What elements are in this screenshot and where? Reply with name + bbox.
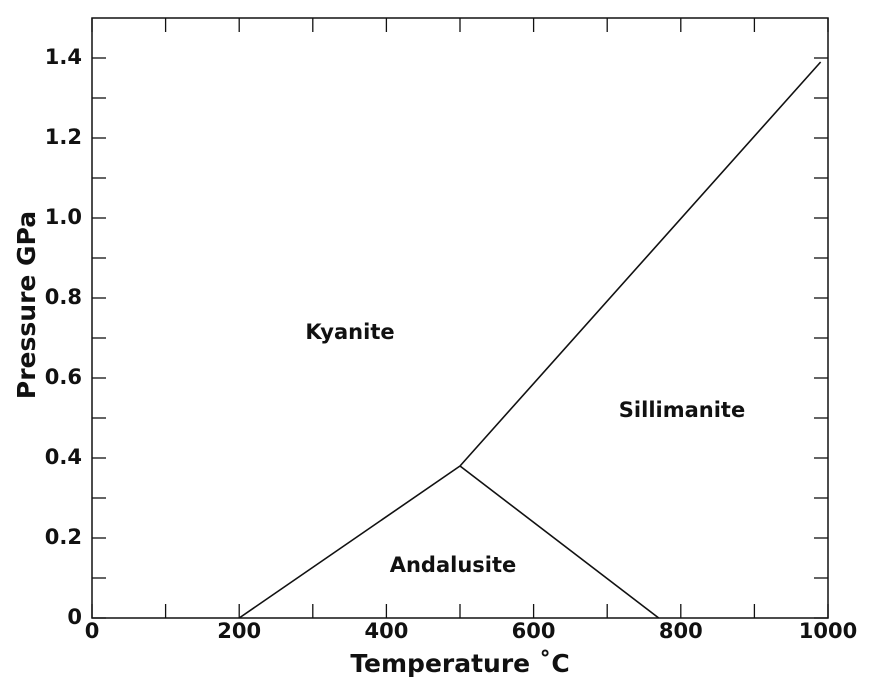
x-tick-label: 600 [512,619,556,643]
x-tick-label: 200 [217,619,261,643]
y-tick-label: 1.0 [45,205,82,229]
y-tick-label: 0.4 [45,445,82,469]
y-tick-label: 0.2 [45,525,82,549]
y-tick-label: 1.4 [45,45,82,69]
x-axis-title: Temperature ˚C [350,649,569,678]
y-tick-label: 1.2 [45,125,82,149]
x-tick-label: 1000 [799,619,857,643]
phase-boundary [238,465,461,619]
phase-boundary [459,465,660,619]
plot-frame [91,17,829,619]
y-tick-label: 0.6 [45,365,82,389]
x-tick-label: 0 [85,619,100,643]
x-tick-label: 800 [659,619,703,643]
y-tick-label: 0 [67,605,82,629]
y-tick-label: 0.8 [45,285,82,309]
x-tick-label: 400 [364,619,408,643]
region-label: Kyanite [305,320,394,344]
region-label: Andalusite [390,553,517,577]
phase-boundary [459,61,822,467]
y-axis-title: Pressure GPa [12,211,41,399]
region-label: Sillimanite [619,398,745,422]
